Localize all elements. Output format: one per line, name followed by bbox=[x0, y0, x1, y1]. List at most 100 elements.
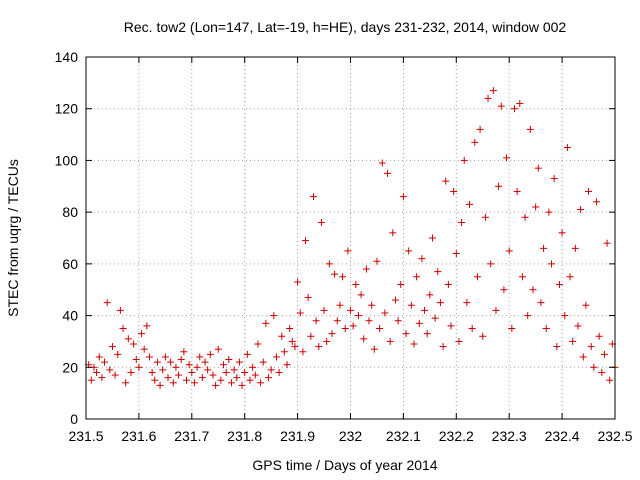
data-point bbox=[526, 125, 534, 133]
data-point bbox=[190, 379, 198, 387]
data-point bbox=[135, 363, 143, 371]
data-point bbox=[481, 213, 489, 221]
data-point bbox=[431, 314, 439, 322]
data-point bbox=[172, 363, 180, 371]
data-point bbox=[503, 154, 511, 162]
data-point bbox=[262, 319, 270, 327]
data-point bbox=[156, 381, 164, 389]
x-tick-label: 231.8 bbox=[227, 428, 262, 444]
data-point bbox=[391, 296, 399, 304]
data-point bbox=[534, 164, 542, 172]
y-tick-label: 100 bbox=[55, 152, 79, 168]
x-tick-label: 232.3 bbox=[492, 428, 527, 444]
data-point bbox=[294, 278, 302, 286]
data-point bbox=[386, 337, 394, 345]
data-point bbox=[455, 337, 463, 345]
data-point bbox=[341, 325, 349, 332]
x-tick-label: 231.6 bbox=[121, 428, 156, 444]
data-point bbox=[468, 325, 476, 332]
data-point bbox=[524, 312, 532, 320]
data-point bbox=[299, 348, 307, 356]
data-point bbox=[344, 247, 352, 255]
data-point bbox=[463, 299, 471, 307]
data-point bbox=[360, 335, 368, 343]
data-point bbox=[452, 250, 460, 258]
data-point bbox=[434, 268, 442, 276]
x-tick-label: 232 bbox=[339, 428, 363, 444]
x-axis-label: GPS time / Days of year 2014 bbox=[252, 457, 437, 473]
data-point bbox=[357, 291, 365, 299]
data-point bbox=[518, 273, 526, 281]
data-point bbox=[233, 374, 241, 382]
data-point bbox=[288, 337, 296, 345]
data-point bbox=[413, 273, 421, 281]
data-point bbox=[196, 353, 204, 361]
data-point bbox=[537, 299, 545, 307]
data-point bbox=[212, 381, 220, 389]
data-point bbox=[254, 340, 262, 348]
data-point bbox=[259, 358, 267, 366]
data-point bbox=[418, 255, 426, 263]
data-point bbox=[278, 332, 286, 340]
data-point bbox=[124, 335, 132, 343]
data-point bbox=[436, 299, 444, 307]
axis-ticks: 231.5 231.6 231.7 231.8 231.9 232 232.1 232.2 23… bbox=[55, 49, 633, 444]
data-point bbox=[447, 322, 455, 330]
data-point bbox=[516, 100, 524, 108]
data-point bbox=[592, 198, 600, 206]
data-point bbox=[550, 175, 558, 183]
data-point bbox=[159, 366, 167, 374]
data-point bbox=[365, 317, 373, 325]
data-point bbox=[600, 350, 608, 358]
data-point bbox=[407, 301, 415, 309]
data-point bbox=[397, 281, 405, 289]
data-point bbox=[106, 366, 114, 374]
data-point bbox=[513, 187, 521, 195]
y-tick-label: 80 bbox=[62, 204, 78, 220]
data-point bbox=[286, 325, 294, 332]
data-point bbox=[399, 193, 407, 201]
data-point bbox=[532, 203, 540, 211]
data-point bbox=[204, 366, 212, 374]
data-point bbox=[108, 343, 116, 351]
data-point bbox=[428, 234, 436, 242]
data-point bbox=[132, 356, 140, 364]
data-point bbox=[558, 229, 566, 237]
data-point bbox=[111, 371, 119, 379]
data-point bbox=[603, 239, 611, 247]
data-point bbox=[130, 340, 138, 348]
data-point bbox=[265, 374, 273, 382]
data-point bbox=[98, 374, 106, 382]
y-tick-label: 20 bbox=[62, 359, 78, 375]
data-point bbox=[103, 299, 111, 307]
data-point bbox=[423, 330, 431, 338]
data-point bbox=[376, 325, 384, 332]
data-point bbox=[540, 244, 548, 252]
data-point bbox=[283, 361, 291, 369]
data-point bbox=[188, 368, 196, 376]
data-point bbox=[309, 193, 317, 201]
data-point bbox=[489, 87, 497, 95]
data-point bbox=[545, 208, 553, 216]
data-point bbox=[587, 343, 595, 351]
data-point bbox=[302, 237, 310, 245]
data-point bbox=[127, 368, 135, 376]
data-point bbox=[230, 366, 238, 374]
data-point bbox=[384, 169, 392, 177]
data-point bbox=[291, 343, 299, 351]
data-point bbox=[336, 301, 344, 309]
data-point bbox=[566, 273, 574, 281]
data-point bbox=[307, 332, 315, 340]
data-point bbox=[167, 358, 175, 366]
data-point bbox=[122, 379, 130, 387]
data-point bbox=[574, 322, 582, 330]
data-point bbox=[402, 330, 410, 338]
data-point bbox=[466, 200, 474, 208]
data-point bbox=[251, 371, 259, 379]
data-point bbox=[116, 306, 124, 314]
data-point bbox=[153, 358, 161, 366]
data-point bbox=[373, 257, 381, 265]
x-tick-label: 232.5 bbox=[597, 428, 632, 444]
data-point bbox=[521, 213, 529, 221]
